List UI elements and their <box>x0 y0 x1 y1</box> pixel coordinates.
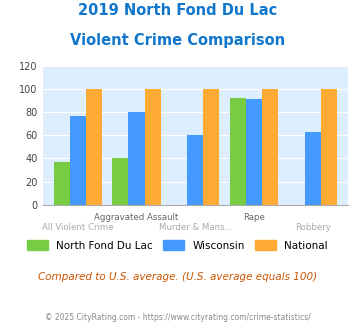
Text: Robbery: Robbery <box>295 223 331 232</box>
Bar <box>230 98 246 205</box>
Text: Rape: Rape <box>243 213 265 222</box>
Text: Murder & Mans...: Murder & Mans... <box>158 223 232 232</box>
Bar <box>246 100 262 205</box>
Bar <box>70 115 86 205</box>
Bar <box>144 89 161 205</box>
Text: Violent Crime Comparison: Violent Crime Comparison <box>70 33 285 48</box>
Bar <box>321 89 337 205</box>
Bar <box>129 112 144 205</box>
Bar <box>86 89 102 205</box>
Text: © 2025 CityRating.com - https://www.cityrating.com/crime-statistics/: © 2025 CityRating.com - https://www.city… <box>45 314 310 322</box>
Text: 2019 North Fond Du Lac: 2019 North Fond Du Lac <box>78 3 277 18</box>
Text: Aggravated Assault: Aggravated Assault <box>94 213 179 222</box>
Bar <box>112 158 129 205</box>
Legend: North Fond Du Lac, Wisconsin, National: North Fond Du Lac, Wisconsin, National <box>23 236 332 255</box>
Text: Compared to U.S. average. (U.S. average equals 100): Compared to U.S. average. (U.S. average … <box>38 272 317 282</box>
Bar <box>305 132 321 205</box>
Text: All Violent Crime: All Violent Crime <box>42 223 114 232</box>
Bar <box>203 89 219 205</box>
Bar <box>54 162 70 205</box>
Bar <box>262 89 278 205</box>
Bar <box>187 135 203 205</box>
